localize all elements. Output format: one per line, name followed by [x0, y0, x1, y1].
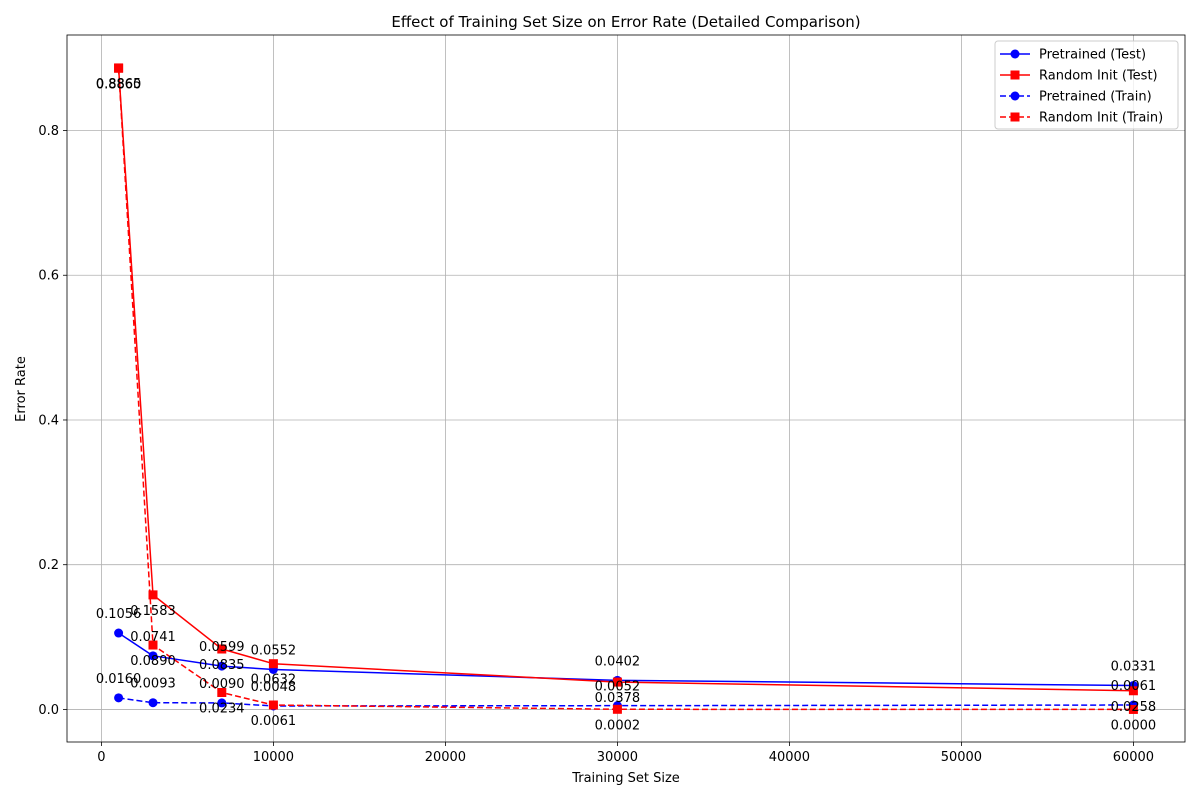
data-point: [217, 661, 227, 671]
data-label: 0.1583: [130, 604, 176, 619]
series-line: [118, 632, 1134, 687]
data-point: [268, 659, 278, 669]
data-label: 0.1056: [96, 607, 142, 622]
x-axis-label: Training Set Size: [571, 771, 680, 786]
data-label: 0.0093: [130, 677, 176, 692]
series-4: [114, 63, 1138, 714]
x-tick-label: 50000: [941, 750, 982, 765]
data-label: 0.0002: [595, 718, 641, 733]
data-labels-group: 0.1056 0.0741 0.0599 0.0552 0.0402 0.0331 0.88…: [96, 77, 1156, 734]
legend-entry: Random Init (Train): [1039, 111, 1163, 126]
x-tick-label: 60000: [1113, 750, 1154, 765]
data-label: 0.0160: [96, 672, 142, 687]
legend-entry: Random Init (Test): [1039, 69, 1158, 84]
data-label: 0.8865: [96, 77, 142, 92]
data-label: 0.0258: [1111, 700, 1157, 715]
grid-lines: [67, 35, 1185, 742]
chart-title: Effect of Training Set Size on Error Rat…: [391, 13, 860, 31]
data-label: 0.0378: [595, 691, 641, 706]
data-label: 0.0402: [595, 654, 641, 669]
axis-ticks: 0 10000 20000 30000 40000 50000 60000 0.0 0.2 0.4…: [38, 124, 1154, 765]
data-point: [114, 63, 124, 73]
x-tick-label: 40000: [769, 750, 810, 765]
legend-swatch-marker: [1010, 112, 1020, 122]
series-group: [114, 63, 1138, 714]
data-label: 0.0052: [595, 680, 641, 695]
y-tick-label: 0.2: [38, 558, 59, 573]
legend-swatch-marker: [1010, 70, 1020, 80]
y-tick-label: 0.8: [38, 124, 59, 139]
data-point: [217, 644, 227, 654]
data-label: 0.0000: [1111, 718, 1157, 733]
data-point: [148, 590, 158, 600]
data-label: 0.8860: [96, 77, 142, 92]
data-point: [1128, 686, 1138, 696]
data-label: 0.0061: [1111, 679, 1157, 694]
series-line: [117, 68, 1134, 711]
data-label: 0.0061: [251, 714, 297, 729]
data-label: 0.0890: [130, 654, 176, 669]
data-point: [612, 677, 622, 687]
data-point: [148, 651, 158, 661]
data-point: [148, 640, 158, 650]
data-label: 0.0835: [199, 658, 245, 673]
data-point: [148, 698, 158, 708]
y-tick-label: 0.4: [38, 413, 59, 428]
data-label: 0.0048: [251, 680, 297, 695]
legend-swatch-marker: [1010, 91, 1020, 101]
series-line: [117, 67, 1134, 692]
data-point: [1128, 704, 1138, 714]
legend: Pretrained (Test) Random Init (Test) Pretr…: [994, 40, 1179, 130]
series-line: [118, 697, 1134, 707]
x-tick-label: 10000: [253, 750, 294, 765]
x-tick-label: 30000: [597, 750, 638, 765]
data-point: [217, 698, 227, 708]
data-label: 0.0234: [199, 702, 245, 717]
y-tick-label: 0.0: [38, 703, 59, 718]
data-label: 0.0331: [1111, 659, 1157, 674]
data-point: [114, 693, 124, 703]
data-label: 0.0741: [130, 630, 176, 645]
y-tick-label: 0.6: [38, 269, 59, 284]
data-point: [268, 700, 278, 710]
x-tick-label: 0: [97, 750, 105, 765]
plot-frame: [66, 34, 1186, 743]
data-point: [217, 688, 227, 698]
data-label: 0.0090: [199, 677, 245, 692]
legend-box: [994, 40, 1179, 130]
legend-swatch-marker: [1010, 49, 1020, 59]
data-label: 0.0552: [251, 643, 297, 658]
data-label: 0.0599: [199, 640, 245, 655]
y-axis-label: Error Rate: [14, 356, 29, 422]
data-point: [612, 704, 622, 714]
x-tick-label: 20000: [425, 750, 466, 765]
legend-entry: Pretrained (Test): [1039, 48, 1146, 63]
data-point: [114, 628, 124, 638]
data-label: 0.0632: [251, 673, 297, 688]
legend-entry: Pretrained (Train): [1039, 90, 1152, 105]
series-2: [114, 63, 1138, 696]
